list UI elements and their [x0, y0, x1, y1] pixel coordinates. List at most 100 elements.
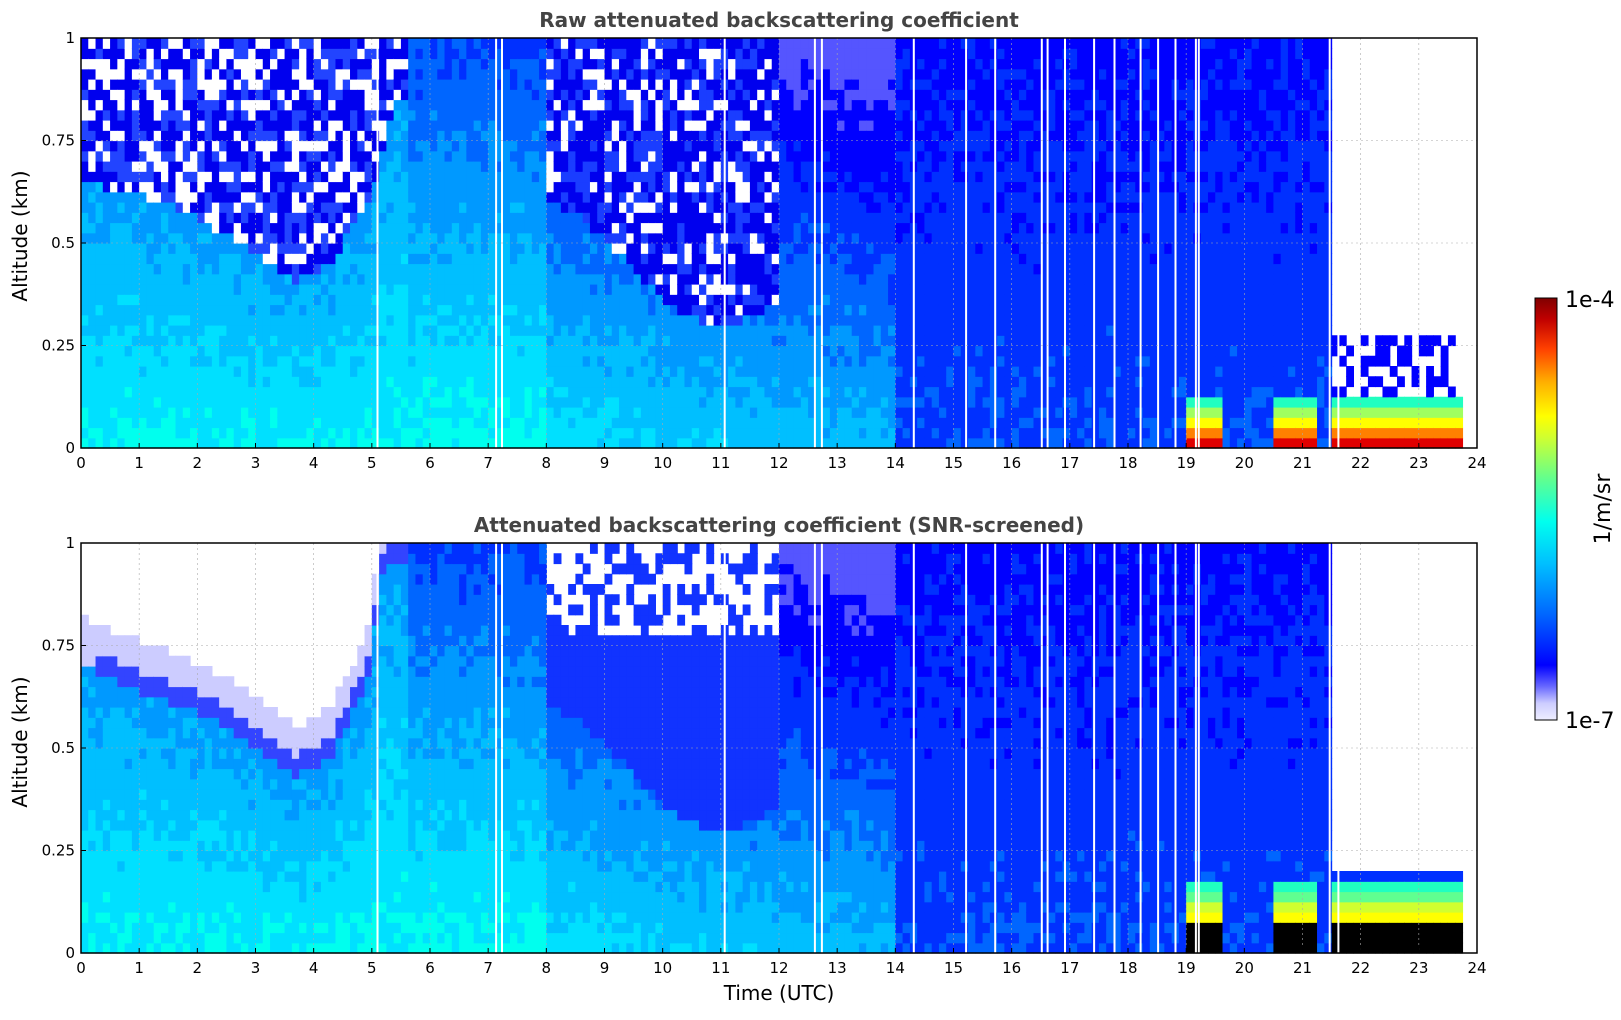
heatmap-cell	[706, 232, 715, 244]
heatmap-cell	[277, 314, 286, 326]
heatmap-cell	[88, 191, 97, 203]
heatmap-cell	[480, 68, 489, 80]
heatmap-cell	[386, 243, 395, 254]
heatmap-cell	[88, 150, 97, 162]
heatmap-cell	[539, 253, 547, 265]
heatmap-cell	[386, 325, 395, 336]
heatmap-cell	[851, 407, 860, 418]
heatmap-cell	[684, 407, 693, 418]
heatmap-cell	[837, 294, 846, 306]
heatmap-cell	[829, 181, 838, 193]
heatmap-cell	[248, 48, 257, 60]
heatmap-cell	[699, 304, 707, 316]
heatmap-cell	[480, 222, 489, 234]
heatmap-cell	[415, 48, 424, 60]
heatmap-cell	[248, 38, 257, 49]
heatmap-cell	[851, 325, 860, 336]
heatmap-cell	[982, 366, 991, 377]
heatmap-cell	[95, 273, 104, 285]
heatmap-cell	[88, 120, 97, 131]
heatmap-cell	[342, 407, 351, 418]
heatmap-cell	[204, 79, 213, 90]
heatmap-cell	[386, 181, 395, 193]
heatmap-cell	[110, 437, 118, 449]
heatmap-cell	[226, 396, 235, 408]
heatmap-cell	[589, 120, 598, 131]
heatmap-cell	[531, 130, 540, 142]
heatmap-cell	[575, 48, 584, 60]
heatmap-cell	[837, 99, 846, 111]
heatmap-cell	[706, 212, 715, 224]
heatmap-cell	[742, 79, 751, 90]
heatmap-cell	[662, 222, 671, 234]
heatmap-cell	[437, 407, 446, 418]
heatmap-cell	[713, 130, 722, 142]
heatmap-cell	[110, 376, 118, 388]
heatmap-cell	[517, 89, 526, 101]
heatmap-cell	[968, 109, 976, 121]
heatmap-cell	[895, 253, 904, 265]
heatmap-cell	[975, 263, 984, 275]
heatmap-cell	[815, 263, 824, 275]
heatmap-cell	[793, 345, 802, 357]
heatmap-cell	[873, 386, 882, 398]
heatmap-cell	[837, 437, 846, 449]
heatmap-cell	[473, 427, 482, 439]
heatmap-cell	[742, 48, 751, 60]
heatmap-cell	[960, 345, 969, 357]
heatmap-cell	[379, 407, 387, 418]
heatmap-cell	[728, 325, 736, 336]
heatmap-cell	[757, 253, 766, 265]
heatmap-cell	[335, 48, 344, 60]
heatmap-cell	[277, 273, 286, 285]
heatmap-cell	[851, 304, 860, 316]
heatmap-cell	[597, 243, 606, 254]
heatmap-cell	[182, 232, 191, 244]
heatmap-cell	[350, 304, 358, 316]
heatmap-cell	[764, 325, 773, 336]
heatmap-cell	[473, 150, 482, 162]
heatmap-cell	[960, 376, 969, 388]
heatmap-cell	[633, 191, 642, 203]
heatmap-cell	[168, 150, 177, 162]
heatmap-cell	[858, 294, 867, 306]
heatmap-cell	[546, 396, 555, 408]
heatmap-cell	[815, 345, 824, 357]
heatmap-cell	[226, 335, 235, 347]
heatmap-cell	[975, 335, 984, 347]
heatmap-cell	[277, 355, 286, 367]
heatmap-cell	[604, 130, 613, 142]
heatmap-cell	[262, 304, 271, 316]
heatmap-cell	[517, 314, 526, 326]
heatmap-cell	[408, 273, 417, 285]
heatmap-cell	[575, 417, 584, 429]
heatmap-cell	[211, 355, 220, 367]
heatmap-cell	[822, 284, 831, 295]
heatmap-cell	[488, 48, 497, 60]
heatmap-cell	[866, 130, 875, 142]
heatmap-cell	[248, 58, 257, 70]
heatmap-cell	[240, 396, 249, 408]
heatmap-cell	[669, 109, 678, 121]
heatmap-cell	[226, 273, 235, 285]
heatmap-cell	[589, 325, 598, 336]
heatmap-cell	[328, 355, 337, 367]
heatmap-cell	[808, 191, 816, 203]
heatmap-cell	[364, 232, 373, 244]
heatmap-cell	[946, 407, 955, 418]
heatmap-cell	[677, 48, 686, 60]
heatmap-cell	[320, 376, 329, 388]
heatmap-cell	[975, 396, 984, 408]
heatmap-cell	[335, 161, 344, 172]
heatmap-cell	[459, 191, 467, 203]
heatmap-cell	[786, 437, 795, 449]
heatmap-cell	[291, 366, 300, 377]
heatmap-cell	[851, 120, 860, 131]
heatmap-cell	[197, 427, 206, 439]
heatmap-cell	[88, 99, 97, 111]
heatmap-cell	[524, 386, 533, 398]
heatmap-cell	[335, 130, 344, 142]
heatmap-cell	[197, 130, 206, 142]
heatmap-cell	[873, 253, 882, 265]
heatmap-cell	[837, 191, 846, 203]
